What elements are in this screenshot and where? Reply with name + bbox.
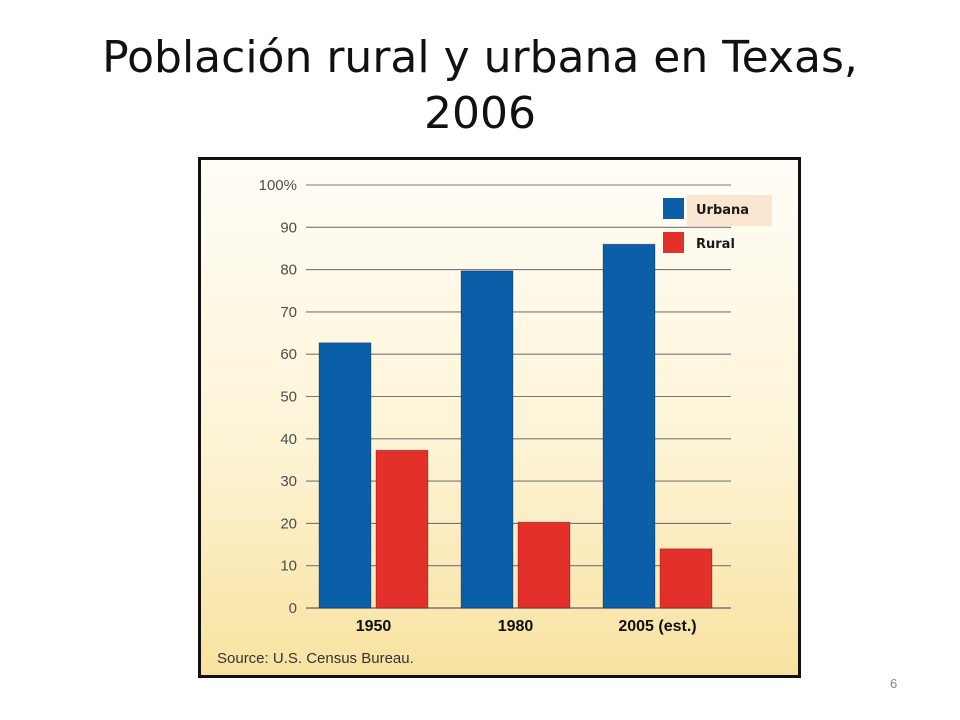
y-tick-label-90: 90 bbox=[280, 219, 297, 236]
bar-urbana-2 bbox=[602, 243, 656, 609]
y-tick-label-80: 80 bbox=[280, 262, 297, 279]
y-tick-label-100: 100% bbox=[259, 177, 297, 194]
y-tick-label-50: 50 bbox=[280, 389, 297, 406]
x-category-label-1: 1980 bbox=[498, 618, 534, 635]
source-note: Source: U.S. Census Bureau. bbox=[217, 650, 414, 667]
y-tick-label-0: 0 bbox=[289, 600, 297, 617]
y-tick-label-40: 40 bbox=[280, 431, 297, 448]
legend-label-rural: Rural bbox=[696, 237, 735, 252]
legend-label-background bbox=[687, 195, 772, 226]
slide-title: Población rural y urbana en Texas, 2006 bbox=[102, 32, 858, 139]
y-tick-label-60: 60 bbox=[280, 346, 297, 363]
x-category-label-2: 2005 (est.) bbox=[618, 618, 696, 635]
bar-rural-0 bbox=[375, 449, 429, 609]
bar-chart: 0 10 20 30 40 50 60 70 80 90 100% 1950 1980 2005 (est… bbox=[259, 177, 772, 635]
legend-label-urbana: Urbana bbox=[696, 203, 749, 218]
label-layer: 0 10 20 30 40 50 60 70 80 90 100% 1950 1980 2005 (est… bbox=[259, 177, 697, 635]
legend-swatch-urbana bbox=[663, 198, 684, 219]
y-tick-label-20: 20 bbox=[280, 515, 297, 532]
y-tick-label-70: 70 bbox=[280, 304, 297, 321]
bar-urbana-0 bbox=[318, 342, 372, 609]
bar-urbana-1 bbox=[460, 270, 514, 609]
bar-rural-1 bbox=[517, 521, 571, 609]
x-category-label-0: 1950 bbox=[356, 618, 392, 635]
page-number: 6 bbox=[890, 676, 898, 691]
legend-swatch-rural bbox=[663, 232, 684, 253]
bar-rural-2 bbox=[659, 548, 713, 609]
bar-layer bbox=[318, 243, 713, 609]
legend: Urbana Rural bbox=[663, 195, 772, 253]
chart-frame: 0 10 20 30 40 50 60 70 80 90 100% 1950 1980 2005 (est… bbox=[198, 157, 801, 678]
y-tick-label-10: 10 bbox=[280, 558, 297, 575]
y-tick-label-30: 30 bbox=[280, 473, 297, 490]
